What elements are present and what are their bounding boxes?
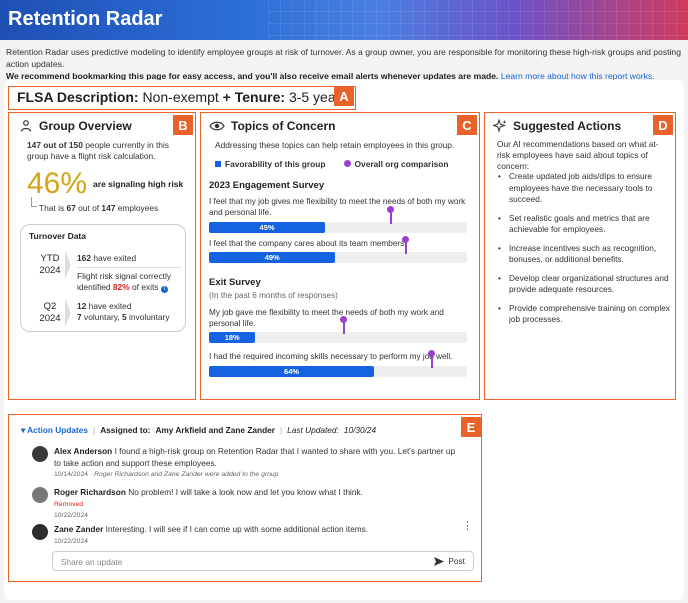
concern-legend: Favorability of this group Overall org c…: [215, 159, 449, 170]
intro-line1: Retention Radar uses predictive modeling…: [6, 47, 681, 69]
bar-q2-fill: 49%: [209, 252, 336, 263]
tenure-label: Tenure:: [234, 89, 286, 105]
bar-q2: 49%: [209, 236, 467, 263]
concern-header: Topics of Concern: [209, 119, 335, 133]
count-text: people currently in this group have a fl…: [27, 140, 169, 161]
message-item: Zane Zander Interesting. I will see if I…: [54, 524, 369, 545]
last-updated-label: Last Updated:: [287, 425, 339, 435]
suggested-item: Increase incentives such as recognition,…: [495, 243, 671, 266]
flsa-value: Non-exempt: [142, 89, 219, 105]
bar-q3-fill: 18%: [209, 332, 256, 343]
exit-survey-subtitle: (In the past 6 months of responses): [209, 291, 338, 300]
more-menu-icon[interactable]: ⋮: [462, 521, 473, 532]
high-risk-percent: 46%: [27, 167, 88, 200]
engagement-survey-title: 2023 Engagement Survey: [209, 180, 325, 191]
concern-title: Topics of Concern: [231, 119, 336, 133]
ytd-chevron: [65, 251, 71, 279]
overview-title: Group Overview: [39, 119, 132, 133]
turnover-data-box: Turnover Data YTD 2024 162 have exited Fl…: [20, 224, 186, 332]
question-1: I feel that my job gives me flexibility …: [209, 197, 466, 217]
bar-q4: 64%: [209, 350, 467, 377]
action-updates-panel: ▾ Action Updates | Assigned to: Amy Arkf…: [8, 414, 482, 582]
message-item: Roger Richardson No problem! I will take…: [54, 487, 464, 522]
org-marker-q3: [340, 316, 348, 334]
group-icon: [20, 120, 32, 132]
connector-line: [31, 197, 37, 207]
high-risk-label: are signaling high risk: [93, 179, 184, 189]
suggested-item: Create updated job aids/dIps to ensure e…: [495, 171, 671, 206]
info-icon[interactable]: i: [160, 286, 168, 293]
avatar: [32, 487, 48, 503]
avatar: [32, 524, 48, 540]
flsa-label: FLSA Description:: [17, 89, 139, 105]
bar-q3: 18%: [209, 316, 467, 343]
sparkle-icon: [493, 119, 507, 133]
chevron-down-icon: ▾: [21, 425, 26, 435]
suggested-item: Set realistic goals and metrics that are…: [495, 213, 671, 236]
question-2: I feel that the company cares about its …: [209, 239, 407, 248]
suggested-item: Develop clear organizational structures …: [495, 273, 671, 296]
tag-c: C: [457, 115, 477, 135]
ytd-label: YTD 2024: [39, 253, 61, 276]
question-4: I had the required incoming skills neces…: [209, 352, 453, 361]
legend-group: Favorability of this group: [215, 159, 326, 170]
org-marker-q4: [427, 350, 435, 368]
last-updated: 10/30/24: [343, 425, 377, 435]
suggested-title: Suggested Actions: [513, 119, 622, 133]
question-3: My job gave me flexibility to meet the n…: [209, 308, 444, 328]
assigned-to: Amy Arkfield and Zane Zander: [155, 425, 276, 435]
tag-b: B: [173, 115, 193, 135]
intro-line2: We recommend bookmarking this page for e…: [6, 71, 499, 81]
group-overview-panel: Group Overview B 147 out of 150 people c…: [8, 112, 196, 400]
tag-e: E: [461, 417, 481, 437]
percent-row: 46% are signaling high risk: [27, 167, 183, 201]
topics-of-concern-panel: Topics of Concern C Addressing these top…: [200, 112, 480, 400]
bar-q1-fill: 45%: [209, 222, 326, 233]
share-update-input[interactable]: Share an update Post: [52, 551, 474, 571]
update-placeholder: Share an update: [61, 557, 123, 567]
removed-badge: Removed: [54, 500, 84, 508]
bar-q4-fill: 64%: [209, 366, 375, 377]
updates-toggle[interactable]: ▾ Action Updates: [21, 425, 89, 435]
avatar: [32, 446, 48, 462]
suggested-item: Provide comprehensive training on comple…: [495, 303, 671, 326]
learn-more-link[interactable]: Learn more about how this report works.: [500, 71, 655, 81]
eye-icon: [209, 121, 225, 131]
that-is-text: That is 67 out of 147 employees: [39, 203, 159, 213]
overview-header: Group Overview: [19, 119, 132, 133]
assigned-label: Assigned to:: [100, 425, 151, 435]
turnover-title: Turnover Data: [29, 231, 86, 241]
bar-q1: 45%: [209, 206, 467, 233]
plus-sign: +: [222, 89, 231, 105]
suggested-header: Suggested Actions: [493, 119, 621, 133]
q2-label: Q2 2024: [39, 301, 61, 324]
tenure-value: 3-5 years: [288, 89, 348, 105]
message-item: Alex Anderson I found a high-risk group …: [54, 446, 456, 478]
flight-risk-count: 147 out of 150 people currently in this …: [27, 140, 177, 162]
post-button[interactable]: Post: [434, 556, 465, 566]
header-pattern: [268, 0, 688, 40]
suggested-list: Create updated job aids/dIps to ensure e…: [495, 171, 671, 333]
legend-org: Overall org comparison: [343, 159, 449, 170]
group-title: FLSA Description: Non-exempt + Tenure: 3…: [8, 86, 356, 110]
org-marker-q2: [402, 236, 410, 254]
tag-a: A: [334, 86, 354, 106]
intro-text: Retention Radar uses predictive modeling…: [6, 46, 682, 82]
count-value: 147 out of 150: [27, 140, 83, 150]
send-icon: [434, 556, 445, 566]
suggested-actions-panel: Suggested Actions D Our AI recommendatio…: [484, 112, 676, 400]
app-header: Retention Radar: [0, 0, 688, 40]
q2-details: 12 have exited 7 voluntary, 5 involuntar…: [77, 301, 170, 322]
suggested-intro: Our AI recommendations based on what at-…: [497, 139, 659, 171]
concern-subtitle: Addressing these topics can help retain …: [215, 140, 455, 150]
app-title: Retention Radar: [8, 8, 163, 30]
exit-survey-title: Exit Survey: [209, 277, 261, 288]
tag-d: D: [653, 115, 673, 135]
org-marker-q1: [386, 206, 394, 224]
q2-chevron: [65, 299, 71, 327]
ytd-details: 162 have exited Flight risk signal corre…: [77, 253, 181, 293]
updates-header: ▾ Action Updates | Assigned to: Amy Arkf…: [21, 425, 377, 435]
